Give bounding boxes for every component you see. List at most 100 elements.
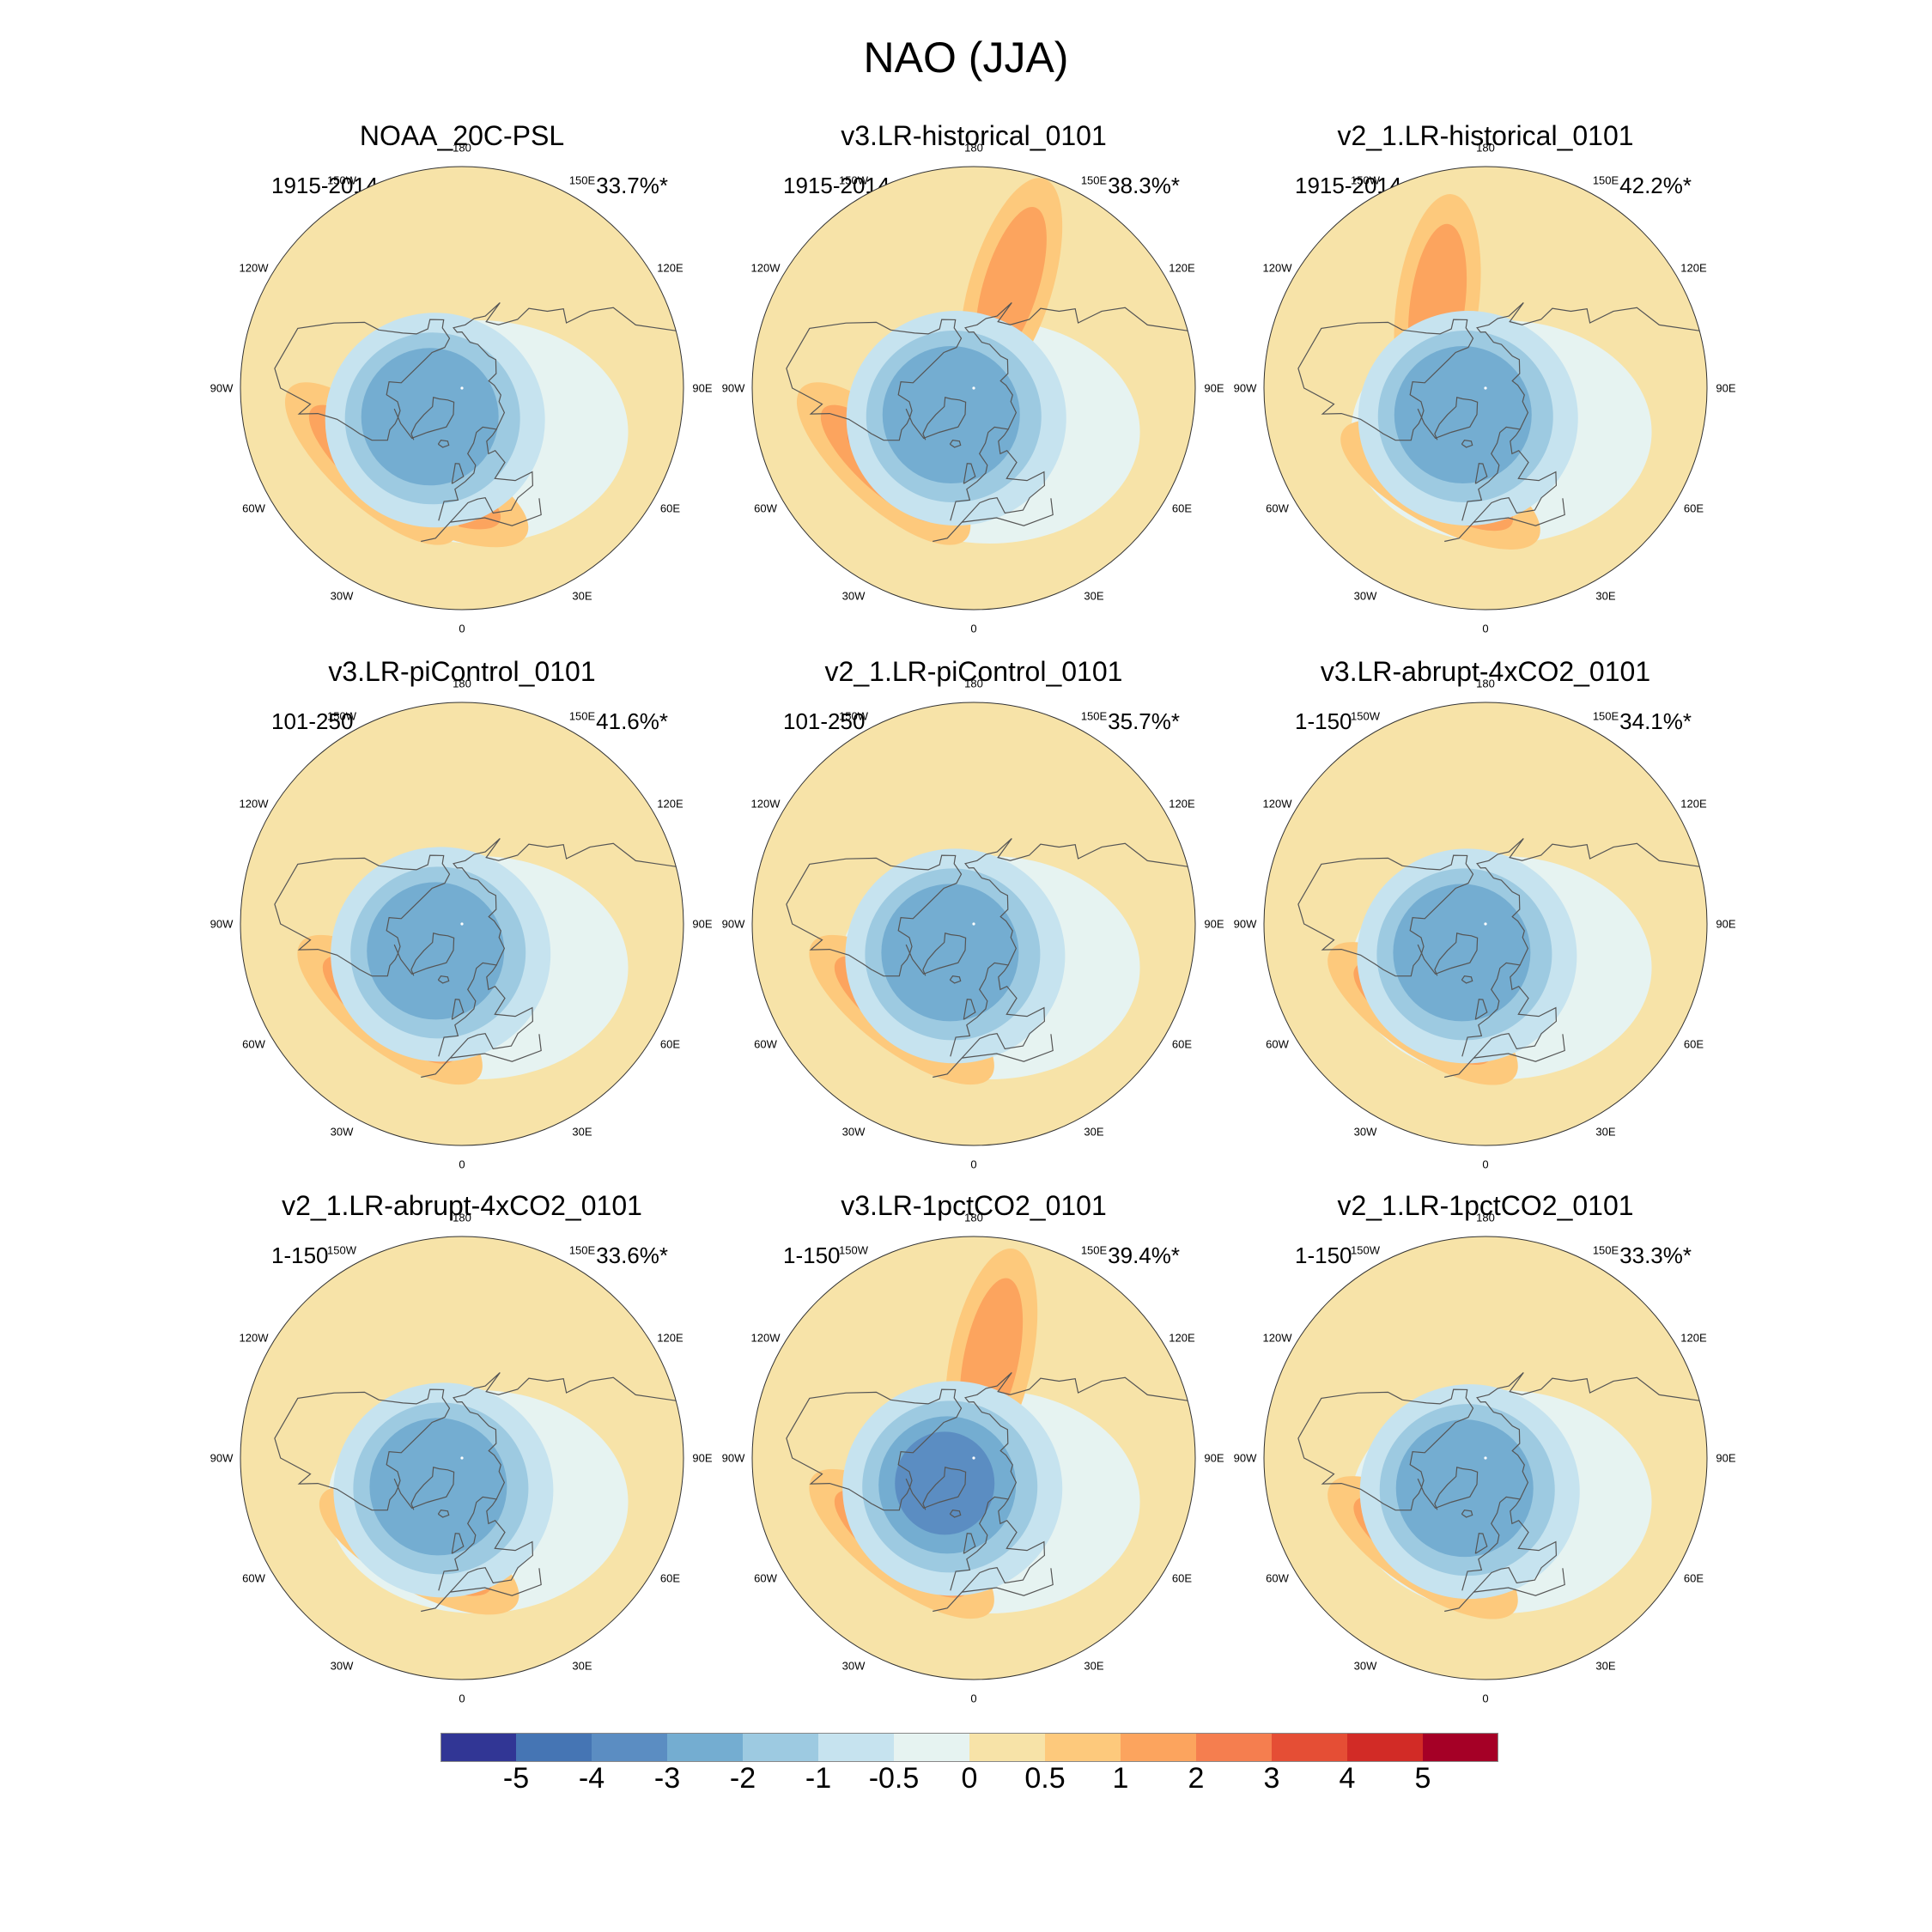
longitude-label: 120E [1169,261,1195,275]
longitude-label: 120E [657,261,683,275]
coastline [963,999,976,1020]
colorbar-tick-label: -3 [653,1762,681,1795]
longitude-label: 60W [754,501,777,515]
longitude-label: 90E [1204,1451,1224,1465]
coastline [950,426,1046,523]
colorbar-segment [667,1733,744,1762]
longitude-label: 120W [750,261,781,275]
coastline [949,975,962,984]
longitude-label: 30W [1353,589,1377,603]
polar-map [240,702,684,1146]
longitude-label: 30E [1084,1125,1104,1139]
low-pressure-contour [369,1418,507,1556]
longitude-label: 60E [659,1571,681,1585]
longitude-label: 120W [750,1331,781,1345]
longitude-label: 60E [659,1037,681,1051]
coastline [1444,1034,1565,1078]
coastline [949,439,962,448]
longitude-label: 60E [1683,501,1704,515]
map-boundary [751,1236,1196,1680]
longitude-label: 150W [1351,1243,1380,1256]
longitude-label: 60E [1171,1571,1193,1585]
coastline [274,1388,451,1511]
colorbar-segment [743,1733,819,1762]
longitude-label: 90W [1233,917,1257,931]
longitude-label: 120W [239,1331,269,1345]
longitude-label: 90E [1204,917,1224,931]
polar-map [1263,166,1708,611]
panel-period: 1-150 [783,1242,841,1268]
longitude-label: 150W [327,173,356,186]
map-boundary [240,166,684,611]
coastline [421,1568,542,1613]
longitude-label: 120E [1169,1331,1195,1345]
map-boundary [751,702,1196,1146]
coastline [451,1533,465,1554]
longitude-label: 120W [750,797,781,811]
colorbar-segment [1121,1733,1197,1762]
longitude-label: 30E [572,589,592,603]
longitude-label: 90E [1716,917,1736,931]
longitude-label: 120E [657,797,683,811]
map-panel: v2_1.LR-historical_0101 1915-2014 42.2%* 18… [1228,120,1743,646]
longitude-label: 60W [242,501,265,515]
colorbar-segment [440,1733,517,1762]
north-pole-marker [972,1456,975,1460]
low-pressure-contour [1395,1419,1534,1558]
coastline [1476,838,1700,966]
longitude-label: 120W [239,261,269,275]
map-panel: v3.LR-abrupt-4xCO2_0101 1-150 34.1%* 180 150… [1228,656,1743,1182]
panel-title: v3.LR-abrupt-4xCO2_0101 [1320,656,1651,687]
north-pole-marker [460,922,464,926]
coastline [438,426,534,523]
map-boundary [1263,166,1708,611]
panel-title: NOAA_20C-PSL [359,120,565,151]
polar-map [1263,702,1708,1146]
longitude-label: 0 [970,1157,977,1171]
coastline [437,1509,450,1518]
polar-map [240,166,684,611]
coastline [1461,426,1558,523]
map-boundary [240,702,684,1146]
colorbar-frame [440,1733,1498,1762]
coastline [1461,962,1558,1059]
longitude-label: 0 [1482,622,1489,635]
longitude-label: 60W [242,1571,265,1585]
panel-title: v2_1.LR-historical_0101 [1337,120,1634,151]
low-pressure-contour [895,1431,995,1535]
longitude-label: 60E [659,501,681,515]
longitude-label: 60E [1171,501,1193,515]
coastline [905,1467,967,1510]
panel-title: v3.LR-piControl_0101 [328,656,596,687]
longitude-label: 30W [1353,1125,1377,1139]
coastline [933,498,1054,543]
coastline [1461,1509,1473,1518]
coastline [393,933,455,976]
longitude-label: 150W [1351,709,1380,722]
coastline [1461,439,1473,448]
longitude-label: 90E [1716,381,1736,395]
panel-explained-variance: 35.7%* [1108,708,1180,734]
coastline [1476,1372,1700,1500]
longitude-label: 60W [1266,1037,1289,1051]
longitude-label: 150W [327,1243,356,1256]
longitude-label: 30W [1353,1659,1377,1673]
longitude-label: 0 [1482,1157,1489,1171]
north-pole-marker [1484,922,1487,926]
longitude-label: 30W [330,1659,354,1673]
coastline [933,1034,1054,1078]
coastline [905,933,967,976]
coastline [950,962,1046,1059]
panel-explained-variance: 39.4%* [1108,1242,1180,1268]
colorbar-segment [516,1733,592,1762]
low-pressure-contour [361,348,499,486]
panel-explained-variance: 33.7%* [596,173,668,198]
colorbar-tick-label: 4 [1339,1762,1356,1795]
longitude-label: 180 [1476,1211,1495,1224]
panel-period: 101-250 [271,708,354,734]
longitude-label: 150W [1351,173,1380,186]
longitude-label: 120E [1169,797,1195,811]
longitude-label: 60W [754,1037,777,1051]
longitude-label: 180 [964,141,983,155]
longitude-label: 180 [964,1211,983,1224]
